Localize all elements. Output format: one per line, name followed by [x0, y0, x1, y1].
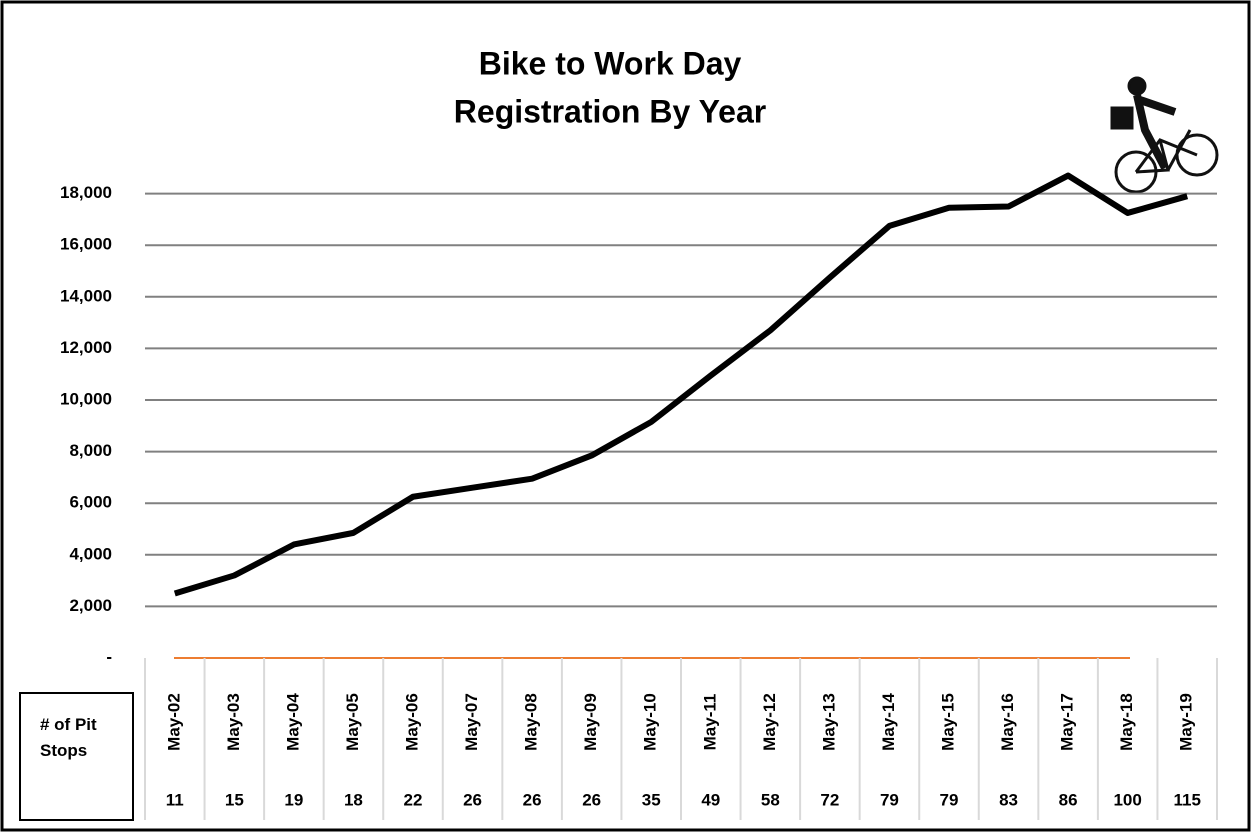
- y-tick-label: 8,000: [69, 441, 112, 460]
- y-tick-label: 2,000: [69, 596, 112, 615]
- x-tick-label: May-13: [819, 693, 838, 751]
- table-cell: 79: [940, 790, 959, 809]
- y-tick-label: -: [106, 647, 112, 666]
- x-tick-label: May-14: [879, 693, 898, 751]
- table-cell: 26: [463, 790, 482, 809]
- table-cell: 26: [523, 790, 542, 809]
- table-cell: 18: [344, 790, 363, 809]
- table-cell: 26: [582, 790, 601, 809]
- table-cell: 22: [404, 790, 423, 809]
- x-tick-label: May-07: [462, 693, 481, 751]
- y-tick-label: 12,000: [60, 338, 112, 357]
- y-tick-label: 10,000: [60, 389, 112, 408]
- table-cell: 35: [642, 790, 661, 809]
- y-tick-label: 14,000: [60, 286, 112, 305]
- table-cell: 15: [225, 790, 244, 809]
- table-cell: 19: [284, 790, 303, 809]
- x-tick-label: May-17: [1058, 693, 1077, 751]
- row-label: # of Pit Stops: [40, 712, 110, 763]
- y-tick-label: 16,000: [60, 235, 112, 254]
- table-cell: 58: [761, 790, 780, 809]
- table-cell: 79: [880, 790, 899, 809]
- x-tick-label: May-08: [522, 693, 541, 751]
- table-cell: 11: [166, 790, 184, 809]
- table-cell: 115: [1174, 790, 1201, 809]
- x-tick-label: May-11: [700, 694, 719, 751]
- chart-title: Registration By Year: [454, 93, 766, 129]
- table-cell: 83: [999, 790, 1018, 809]
- x-tick-label: May-04: [283, 693, 302, 751]
- x-tick-label: May-19: [1177, 693, 1196, 751]
- table-cell: 72: [820, 790, 839, 809]
- table-cell: 49: [701, 790, 720, 809]
- y-tick-label: 6,000: [69, 493, 112, 512]
- y-tick-label: 18,000: [60, 183, 112, 202]
- x-tick-label: May-12: [760, 693, 779, 751]
- x-tick-label: May-16: [998, 693, 1017, 751]
- chart-title: Bike to Work Day: [479, 45, 742, 81]
- table-cell: 86: [1059, 790, 1078, 809]
- chart: Bike to Work Day Registration By Year - 2…: [0, 0, 1251, 832]
- page: Bike to Work Day Registration By Year - 2…: [0, 0, 1251, 832]
- x-tick-label: May-18: [1117, 693, 1136, 751]
- y-tick-label: 4,000: [69, 544, 112, 563]
- table-cell: 100: [1113, 790, 1141, 809]
- x-tick-label: May-02: [164, 693, 183, 751]
- x-tick-label: May-06: [402, 693, 421, 751]
- x-tick-label: May-03: [224, 693, 243, 751]
- x-tick-label: May-10: [641, 693, 660, 751]
- x-tick-label: May-09: [581, 693, 600, 751]
- x-tick-label: May-15: [938, 693, 957, 751]
- x-tick-label: May-05: [343, 693, 362, 751]
